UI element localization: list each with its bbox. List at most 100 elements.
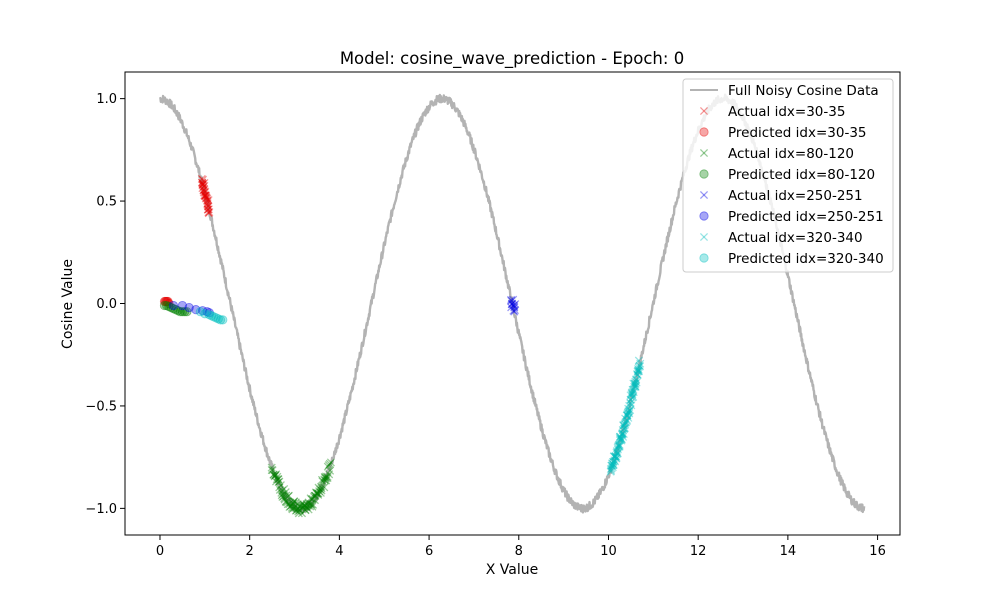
actual-point (314, 490, 323, 499)
actual-point (618, 432, 628, 441)
actual-point (618, 425, 627, 435)
predicted-point (200, 309, 210, 319)
actual-point (201, 194, 210, 203)
actual-point (324, 461, 333, 470)
actual-point (622, 415, 632, 425)
actual-point (306, 502, 315, 511)
actual-point (285, 502, 294, 512)
legend-swatch-x (699, 148, 709, 158)
legend-item: Actual idx=80-120 (699, 146, 854, 162)
predicted-point (202, 307, 212, 317)
actual-point (203, 194, 212, 203)
actual-point (326, 458, 335, 467)
actual-point (608, 459, 617, 468)
actual-point (618, 429, 627, 438)
actual-point (509, 301, 519, 310)
predicted-point (204, 308, 214, 318)
actual-point (636, 359, 645, 368)
actual-point (618, 430, 627, 439)
actual-point (617, 430, 627, 439)
predicted-point (180, 307, 190, 317)
series-3 (159, 300, 192, 317)
actual-point (270, 472, 279, 481)
actual-point (315, 487, 324, 496)
actual-point (632, 378, 641, 387)
actual-point (198, 175, 208, 184)
actual-point (275, 485, 284, 494)
actual-point (607, 459, 617, 468)
actual-point (607, 461, 616, 470)
legend-item: Predicted idx=30-35 (699, 125, 867, 141)
predicted-point (195, 307, 205, 317)
actual-point (613, 448, 622, 458)
actual-point (311, 491, 320, 500)
actual-point (301, 506, 310, 515)
actual-point (615, 440, 624, 450)
predicted-point (164, 298, 174, 309)
actual-point (307, 495, 316, 504)
actual-point (205, 208, 214, 217)
actual-point (617, 436, 626, 445)
actual-point (509, 306, 518, 315)
actual-point (268, 466, 277, 475)
actual-point (620, 421, 629, 430)
legend-item: Predicted idx=80-120 (699, 167, 875, 183)
actual-point (274, 475, 283, 484)
actual-point (613, 443, 622, 452)
predicted-point (182, 307, 192, 317)
actual-point (627, 388, 636, 397)
actual-point (625, 406, 634, 415)
actual-point (289, 503, 298, 513)
actual-point (288, 499, 298, 508)
actual-point (269, 470, 278, 479)
actual-point (302, 503, 311, 512)
actual-point (312, 488, 321, 497)
actual-point (295, 505, 304, 514)
actual-point (198, 181, 207, 190)
actual-point (288, 501, 297, 510)
actual-point (296, 501, 305, 510)
actual-point (626, 395, 635, 404)
actual-point (612, 453, 621, 462)
actual-point (199, 182, 208, 191)
actual-point (623, 409, 632, 418)
actual-point (287, 503, 296, 512)
actual-point (615, 442, 624, 451)
actual-point (612, 454, 621, 463)
actual-point (309, 492, 319, 501)
actual-point (295, 506, 304, 515)
actual-point (282, 491, 291, 500)
actual-point (627, 401, 636, 410)
actual-point (626, 391, 635, 400)
actual-point (632, 370, 641, 379)
actual-point (204, 202, 213, 211)
actual-point (609, 460, 618, 469)
actual-point (200, 181, 209, 190)
actual-point (620, 419, 629, 428)
legend-label: Actual idx=80-120 (728, 146, 854, 162)
actual-point (621, 414, 630, 423)
x-tick-label: 8 (515, 544, 523, 559)
actual-point (621, 420, 630, 429)
actual-point (629, 379, 638, 388)
legend-label: Actual idx=320-340 (728, 230, 863, 246)
actual-point (612, 450, 621, 459)
actual-point (303, 501, 313, 510)
actual-point (308, 500, 318, 509)
actual-point (272, 470, 281, 479)
actual-point (626, 395, 635, 404)
actual-point (626, 398, 635, 408)
actual-point (634, 367, 644, 376)
actual-point (621, 418, 630, 427)
actual-point (625, 409, 634, 418)
actual-point (317, 475, 327, 484)
actual-point (610, 456, 619, 465)
actual-point (323, 462, 332, 471)
actual-point (277, 488, 286, 497)
predicted-point (177, 307, 188, 317)
actual-point (277, 491, 286, 500)
actual-point (622, 411, 631, 420)
x-tick-label: 6 (425, 544, 433, 559)
actual-point (630, 379, 640, 388)
actual-point (199, 188, 208, 197)
